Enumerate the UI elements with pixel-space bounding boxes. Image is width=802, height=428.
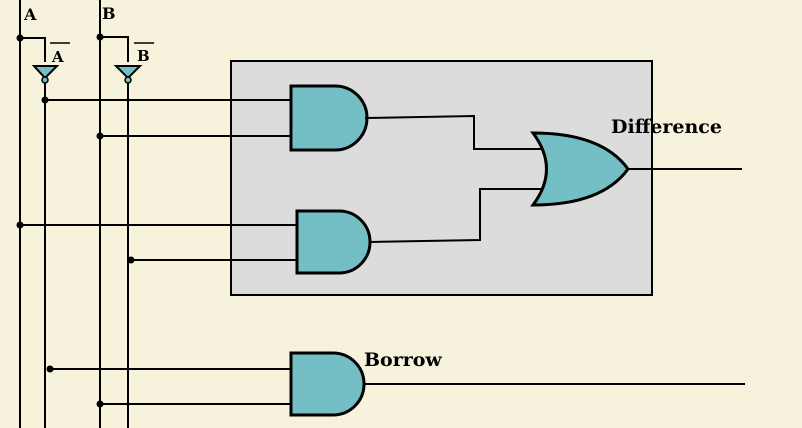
input-b-label: B: [102, 4, 116, 23]
and-gate-icon: [295, 209, 372, 275]
junction-dot: [16, 221, 24, 229]
or-gate-icon: [530, 131, 630, 207]
input-a-label: A: [23, 5, 37, 24]
not-gate-icon: [31, 65, 60, 84]
junction-dot: [96, 132, 104, 140]
junction-dot: [96, 400, 104, 408]
junction-dot: [46, 365, 54, 373]
wire-and2-to-or: [369, 188, 541, 243]
junction-dot: [41, 96, 49, 104]
not-gate-icon: [113, 65, 143, 84]
wire-and1-to-or: [364, 114, 541, 150]
and-gate-icon: [289, 351, 366, 417]
borrow-label: Borrow: [364, 349, 442, 371]
and-gate-icon: [289, 84, 369, 152]
input-b-not-label: B: [137, 47, 150, 65]
tap-a-to-inverter: [20, 37, 46, 62]
difference-label: Difference: [611, 116, 722, 138]
input-a-not-label: A: [51, 48, 64, 66]
junction-dot: [96, 33, 104, 41]
tap-b-to-inverter: [100, 36, 129, 62]
junction-dot: [16, 34, 24, 42]
junction-dot: [127, 256, 135, 264]
